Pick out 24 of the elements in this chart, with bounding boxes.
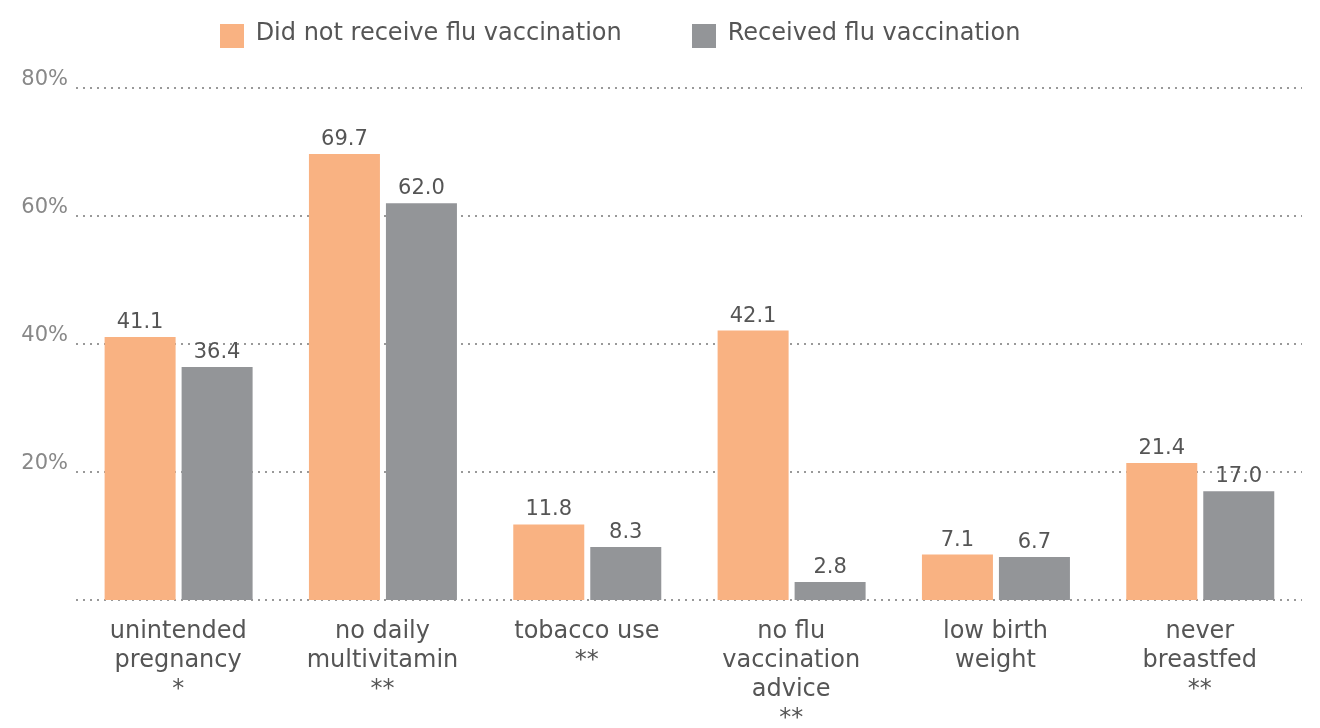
data-label: 69.7 xyxy=(321,125,368,150)
legend-label: Received flu vaccination xyxy=(727,18,1021,46)
data-label: 42.1 xyxy=(729,302,777,327)
x-tick-label: no flu vaccination advice ** xyxy=(722,616,861,728)
data-label: 11.8 xyxy=(525,496,573,521)
x-tick-label: no daily multivitamin ** xyxy=(306,616,459,702)
x-tick-label: never breastfed ** xyxy=(1142,616,1258,702)
x-tick-label: unintended pregnancy * xyxy=(109,616,247,702)
x-tick-label: low birth weight xyxy=(943,616,1048,673)
y-tick-label: 40% xyxy=(21,322,68,347)
data-label: 6.7 xyxy=(1017,529,1052,554)
x-tick-label: tobacco use ** xyxy=(514,616,660,673)
data-label: 41.1 xyxy=(116,308,164,333)
y-tick-label: 60% xyxy=(21,194,68,219)
data-label: 8.3 xyxy=(609,518,643,543)
data-label: 7.1 xyxy=(940,526,975,551)
data-label: 2.8 xyxy=(813,554,847,579)
data-label: 36.4 xyxy=(193,339,241,364)
y-tick-label: 20% xyxy=(21,450,68,475)
y-tick-label: 80% xyxy=(21,66,68,91)
data-label: 21.4 xyxy=(1138,435,1186,460)
legend-label: Did not receive flu vaccination xyxy=(255,18,622,46)
data-label: 17.0 xyxy=(1215,463,1263,488)
data-label: 62.0 xyxy=(398,175,445,200)
